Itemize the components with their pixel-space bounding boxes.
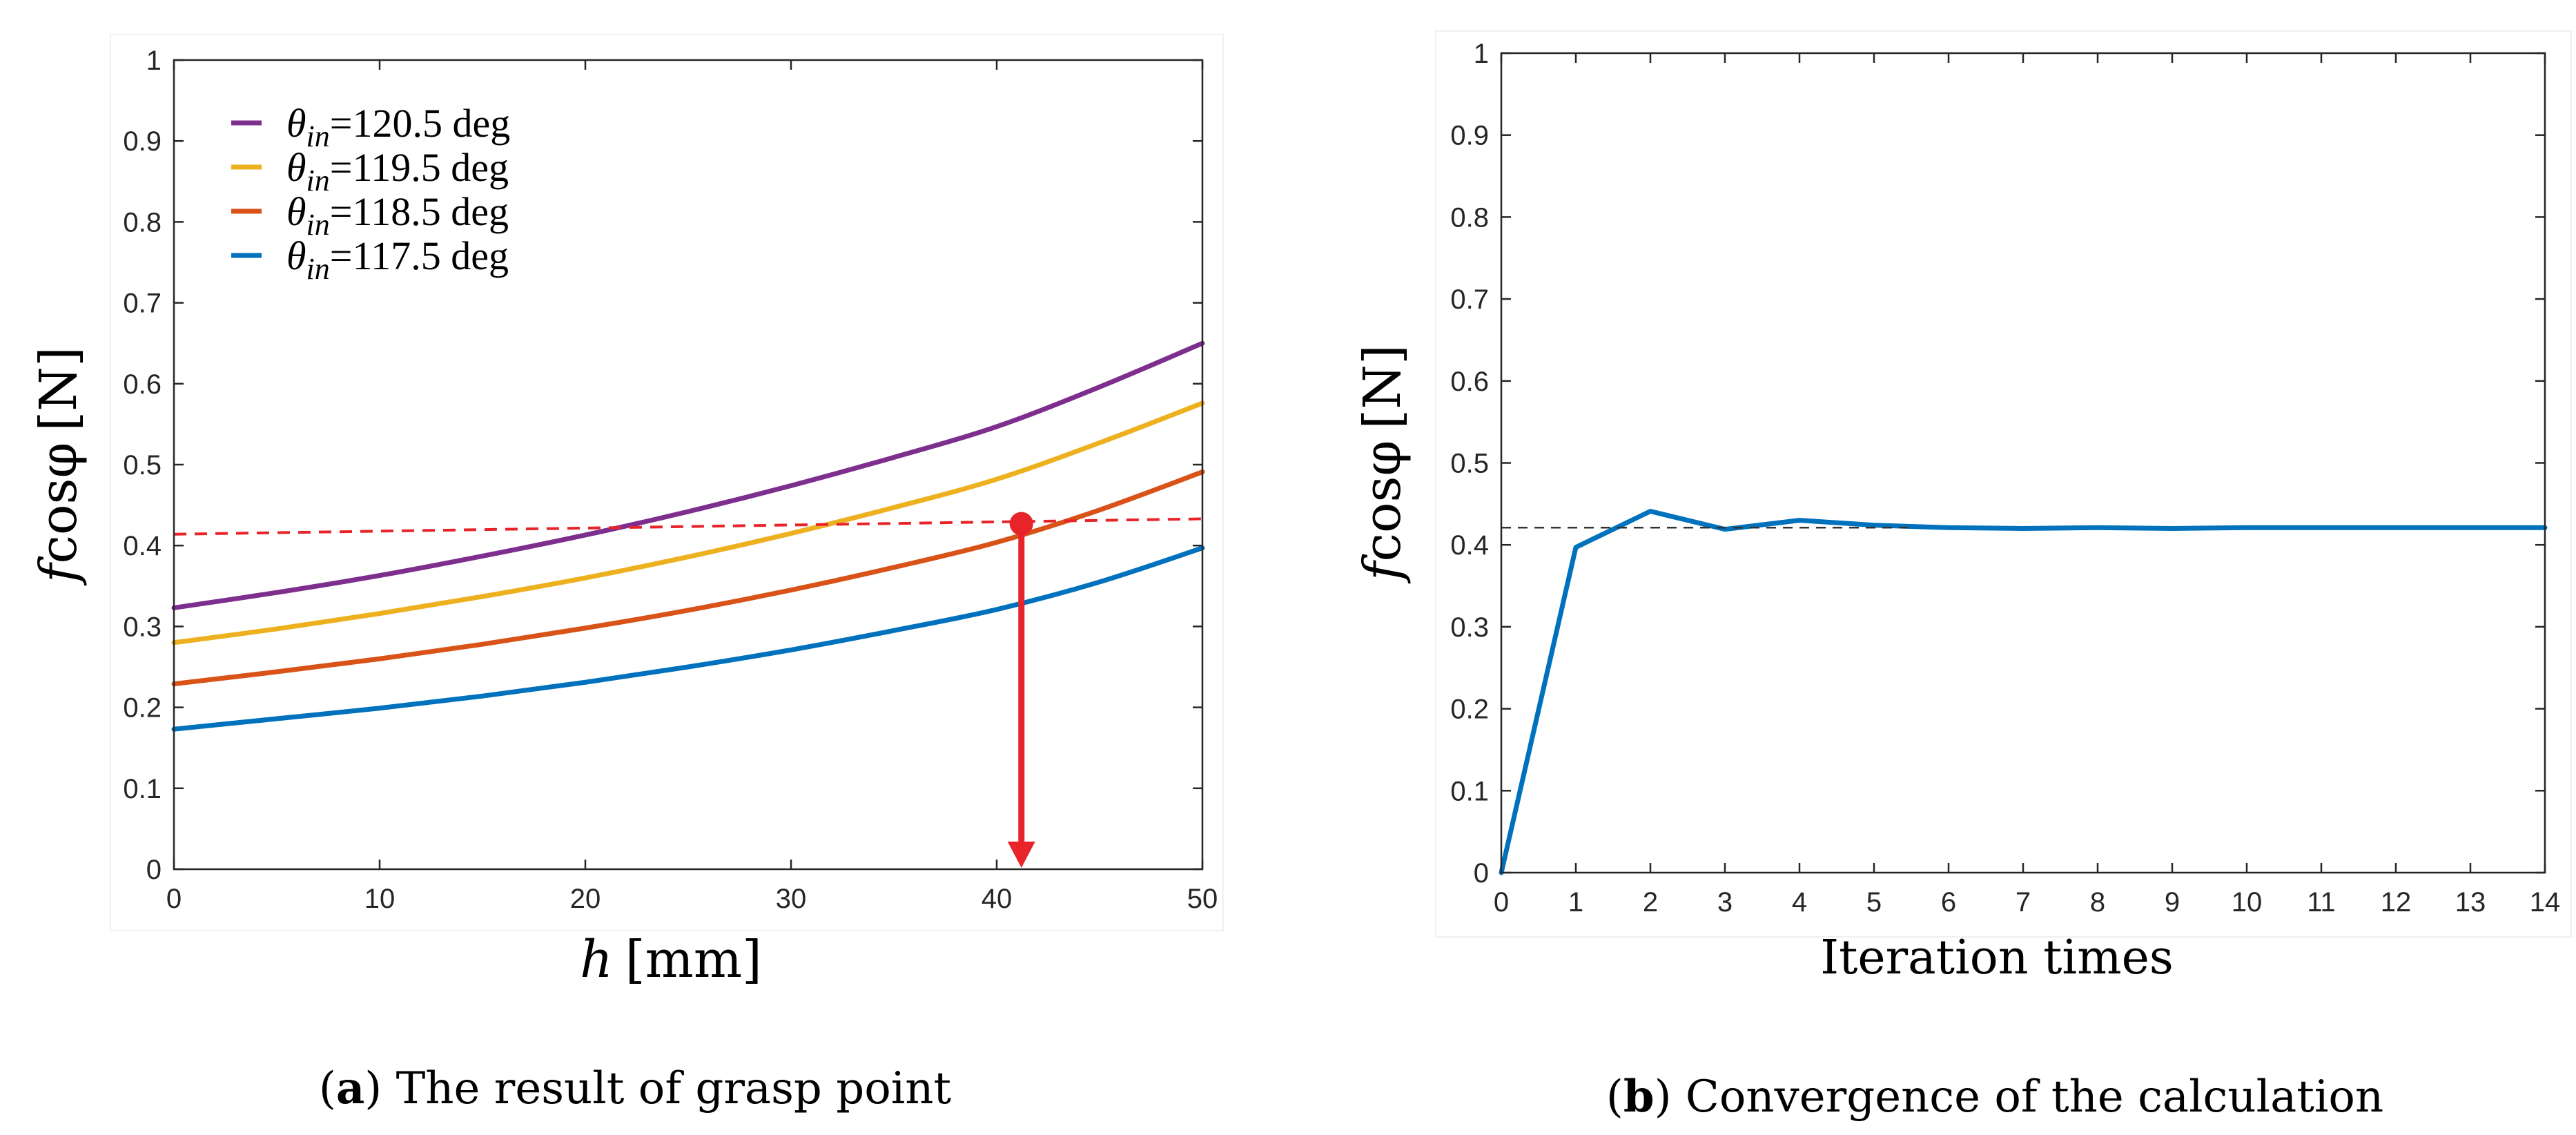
panel-a-ylabel-func: cosφ xyxy=(29,443,88,564)
panel-a-ytick-label: 0.4 xyxy=(123,531,162,561)
legend-value: =120.5 deg xyxy=(330,101,510,146)
panel-a-ytick-label: 0 xyxy=(146,855,162,885)
panel-a-xlabel-var: h xyxy=(580,930,613,989)
panel-a-xlabel-unit: [mm] xyxy=(625,930,762,989)
panel-a-series-line-2 xyxy=(171,400,1205,646)
panel-b-xtick-label: 6 xyxy=(1941,887,1956,918)
panel-a-ytick-label: 0.2 xyxy=(123,693,162,724)
panel-a-ytick-label: 0.6 xyxy=(123,369,162,400)
panel-a-series-line-3 xyxy=(171,469,1205,687)
legend-var: θ xyxy=(286,233,306,278)
panel-a-frame xyxy=(110,34,1224,931)
panel-a-ytick-label: 0.3 xyxy=(123,612,162,642)
panel-b-xtick-label: 10 xyxy=(2232,887,2263,918)
panel-a-legend-entry: θin=119.5 deg xyxy=(286,145,509,197)
panel-a-xtick-label: 30 xyxy=(776,884,807,914)
panel-b-xtick-label: 3 xyxy=(1717,887,1733,918)
panel-b-ylabel-func: cosφ xyxy=(1353,440,1412,562)
panel-b-series-line-1 xyxy=(1499,509,2548,875)
panel-a-legend-entry: θin=120.5 deg xyxy=(286,101,510,153)
panel-a-xtick-label: 0 xyxy=(166,884,182,914)
panel-a-series-line-4 xyxy=(171,545,1205,732)
panel-b-xtick-label: 8 xyxy=(2090,887,2105,918)
legend-subscript: in xyxy=(306,208,330,242)
panel-b-ytick-label: 0.8 xyxy=(1450,202,1489,233)
panel-a-ylabel: fcosφ[N] xyxy=(29,347,88,586)
panel-b-ylabel: fcosφ[N] xyxy=(1353,345,1412,584)
legend-var: θ xyxy=(286,189,306,234)
panel-b-xtick-label: 7 xyxy=(2016,887,2031,918)
panel-b-xtick-label: 9 xyxy=(2165,887,2180,918)
panel-b-xtick-label: 4 xyxy=(1792,887,1807,918)
panel-a-caption: (a) The result of grasp point xyxy=(319,1063,952,1114)
panel-b-ytick-label: 0.6 xyxy=(1450,367,1489,397)
legend-subscript: in xyxy=(306,119,330,153)
panel-a-plot-box xyxy=(173,59,1204,871)
panel-b-xtick-label: 12 xyxy=(2381,887,2412,918)
panel-b-ytick-label: 0.4 xyxy=(1450,530,1489,561)
panel-a-ytick-label: 0.9 xyxy=(123,126,162,157)
panel-a-caption-letter: a xyxy=(336,1063,364,1114)
panel-b-xtick-label: 5 xyxy=(1866,887,1882,918)
panel-b-xtick-label: 11 xyxy=(2307,887,2336,918)
panel-b-ytick-label: 0 xyxy=(1474,858,1489,889)
panel-a-ytick-label: 0.1 xyxy=(123,774,162,804)
legend-value: =117.5 deg xyxy=(330,233,509,278)
legend-subscript: in xyxy=(306,252,330,286)
panel-a-arrow-head xyxy=(1007,842,1035,868)
panel-b-xtick-label: 1 xyxy=(1568,887,1583,918)
panel-b-xlabel: Iteration times xyxy=(1820,931,2174,985)
panel-a-caption-text: ) The result of grasp point xyxy=(364,1063,951,1114)
panel-a-intersection-marker xyxy=(1009,512,1033,536)
panel-b-frame xyxy=(1435,30,2572,938)
panel-b-xtick-label: 14 xyxy=(2530,887,2561,918)
legend-subscript: in xyxy=(306,164,330,197)
legend-value: =119.5 deg xyxy=(330,145,509,190)
panel-a-ylabel-unit: [N] xyxy=(29,347,88,431)
panel-b-ytick-label: 0.1 xyxy=(1450,776,1489,806)
panel-a-ytick-label: 0.7 xyxy=(123,289,162,319)
panel-b-xtick-label: 13 xyxy=(2455,887,2486,918)
panel-b-caption-text: ) Convergence of the calculation xyxy=(1655,1071,2384,1123)
panel-b-ytick-label: 0.5 xyxy=(1450,449,1489,479)
panel-a-xtick-label: 20 xyxy=(570,884,601,914)
panel-a-legend-entry: θin=117.5 deg xyxy=(286,233,509,286)
panel-a-xlabel: h [mm] xyxy=(580,930,762,989)
panel-a-ytick-label: 0.5 xyxy=(123,450,162,481)
panel-b-ytick-label: 1 xyxy=(1474,39,1489,69)
panel-b-ytick-label: 0.9 xyxy=(1450,121,1489,151)
legend-value: =118.5 deg xyxy=(330,189,509,234)
panel-a-xtick-label: 10 xyxy=(364,884,396,914)
panel-b-ytick-label: 0.3 xyxy=(1450,612,1489,643)
panel-a-chart: 00.10.20.30.40.50.60.70.80.910 10 20 30 40 50… xyxy=(29,34,1224,1114)
panel-b-chart: 00.10.20.30.40.50.60.70.80.910 1 2 3 4 5 6 7 8 9 1… xyxy=(1353,30,2572,1123)
panel-b-ylabel-unit: [N] xyxy=(1353,345,1412,429)
legend-var: θ xyxy=(286,101,306,146)
panel-a-series-line-1 xyxy=(171,340,1205,610)
panel-a-caption-open: ( xyxy=(319,1063,336,1114)
legend-var: θ xyxy=(286,145,306,190)
panel-b-caption-letter: b xyxy=(1623,1071,1655,1123)
panel-b-caption: (b) Convergence of the calculation xyxy=(1606,1071,2383,1123)
panel-b-xtick-label: 2 xyxy=(1643,887,1658,918)
panel-a-ytick-label: 0.8 xyxy=(123,207,162,237)
panel-b-xtick-label: 0 xyxy=(1494,887,1509,918)
panel-b-caption-open: ( xyxy=(1606,1071,1623,1123)
panel-a-ytick-label: 1 xyxy=(146,46,162,76)
panel-b-plot-box xyxy=(1500,52,2546,874)
panel-b-ytick-label: 0.2 xyxy=(1450,695,1489,725)
panel-a-legend-entry: θin=118.5 deg xyxy=(286,189,509,242)
panel-a-xtick-label: 50 xyxy=(1187,884,1218,914)
panel-b-ytick-label: 0.7 xyxy=(1450,284,1489,315)
panel-a-xtick-label: 40 xyxy=(982,884,1013,914)
